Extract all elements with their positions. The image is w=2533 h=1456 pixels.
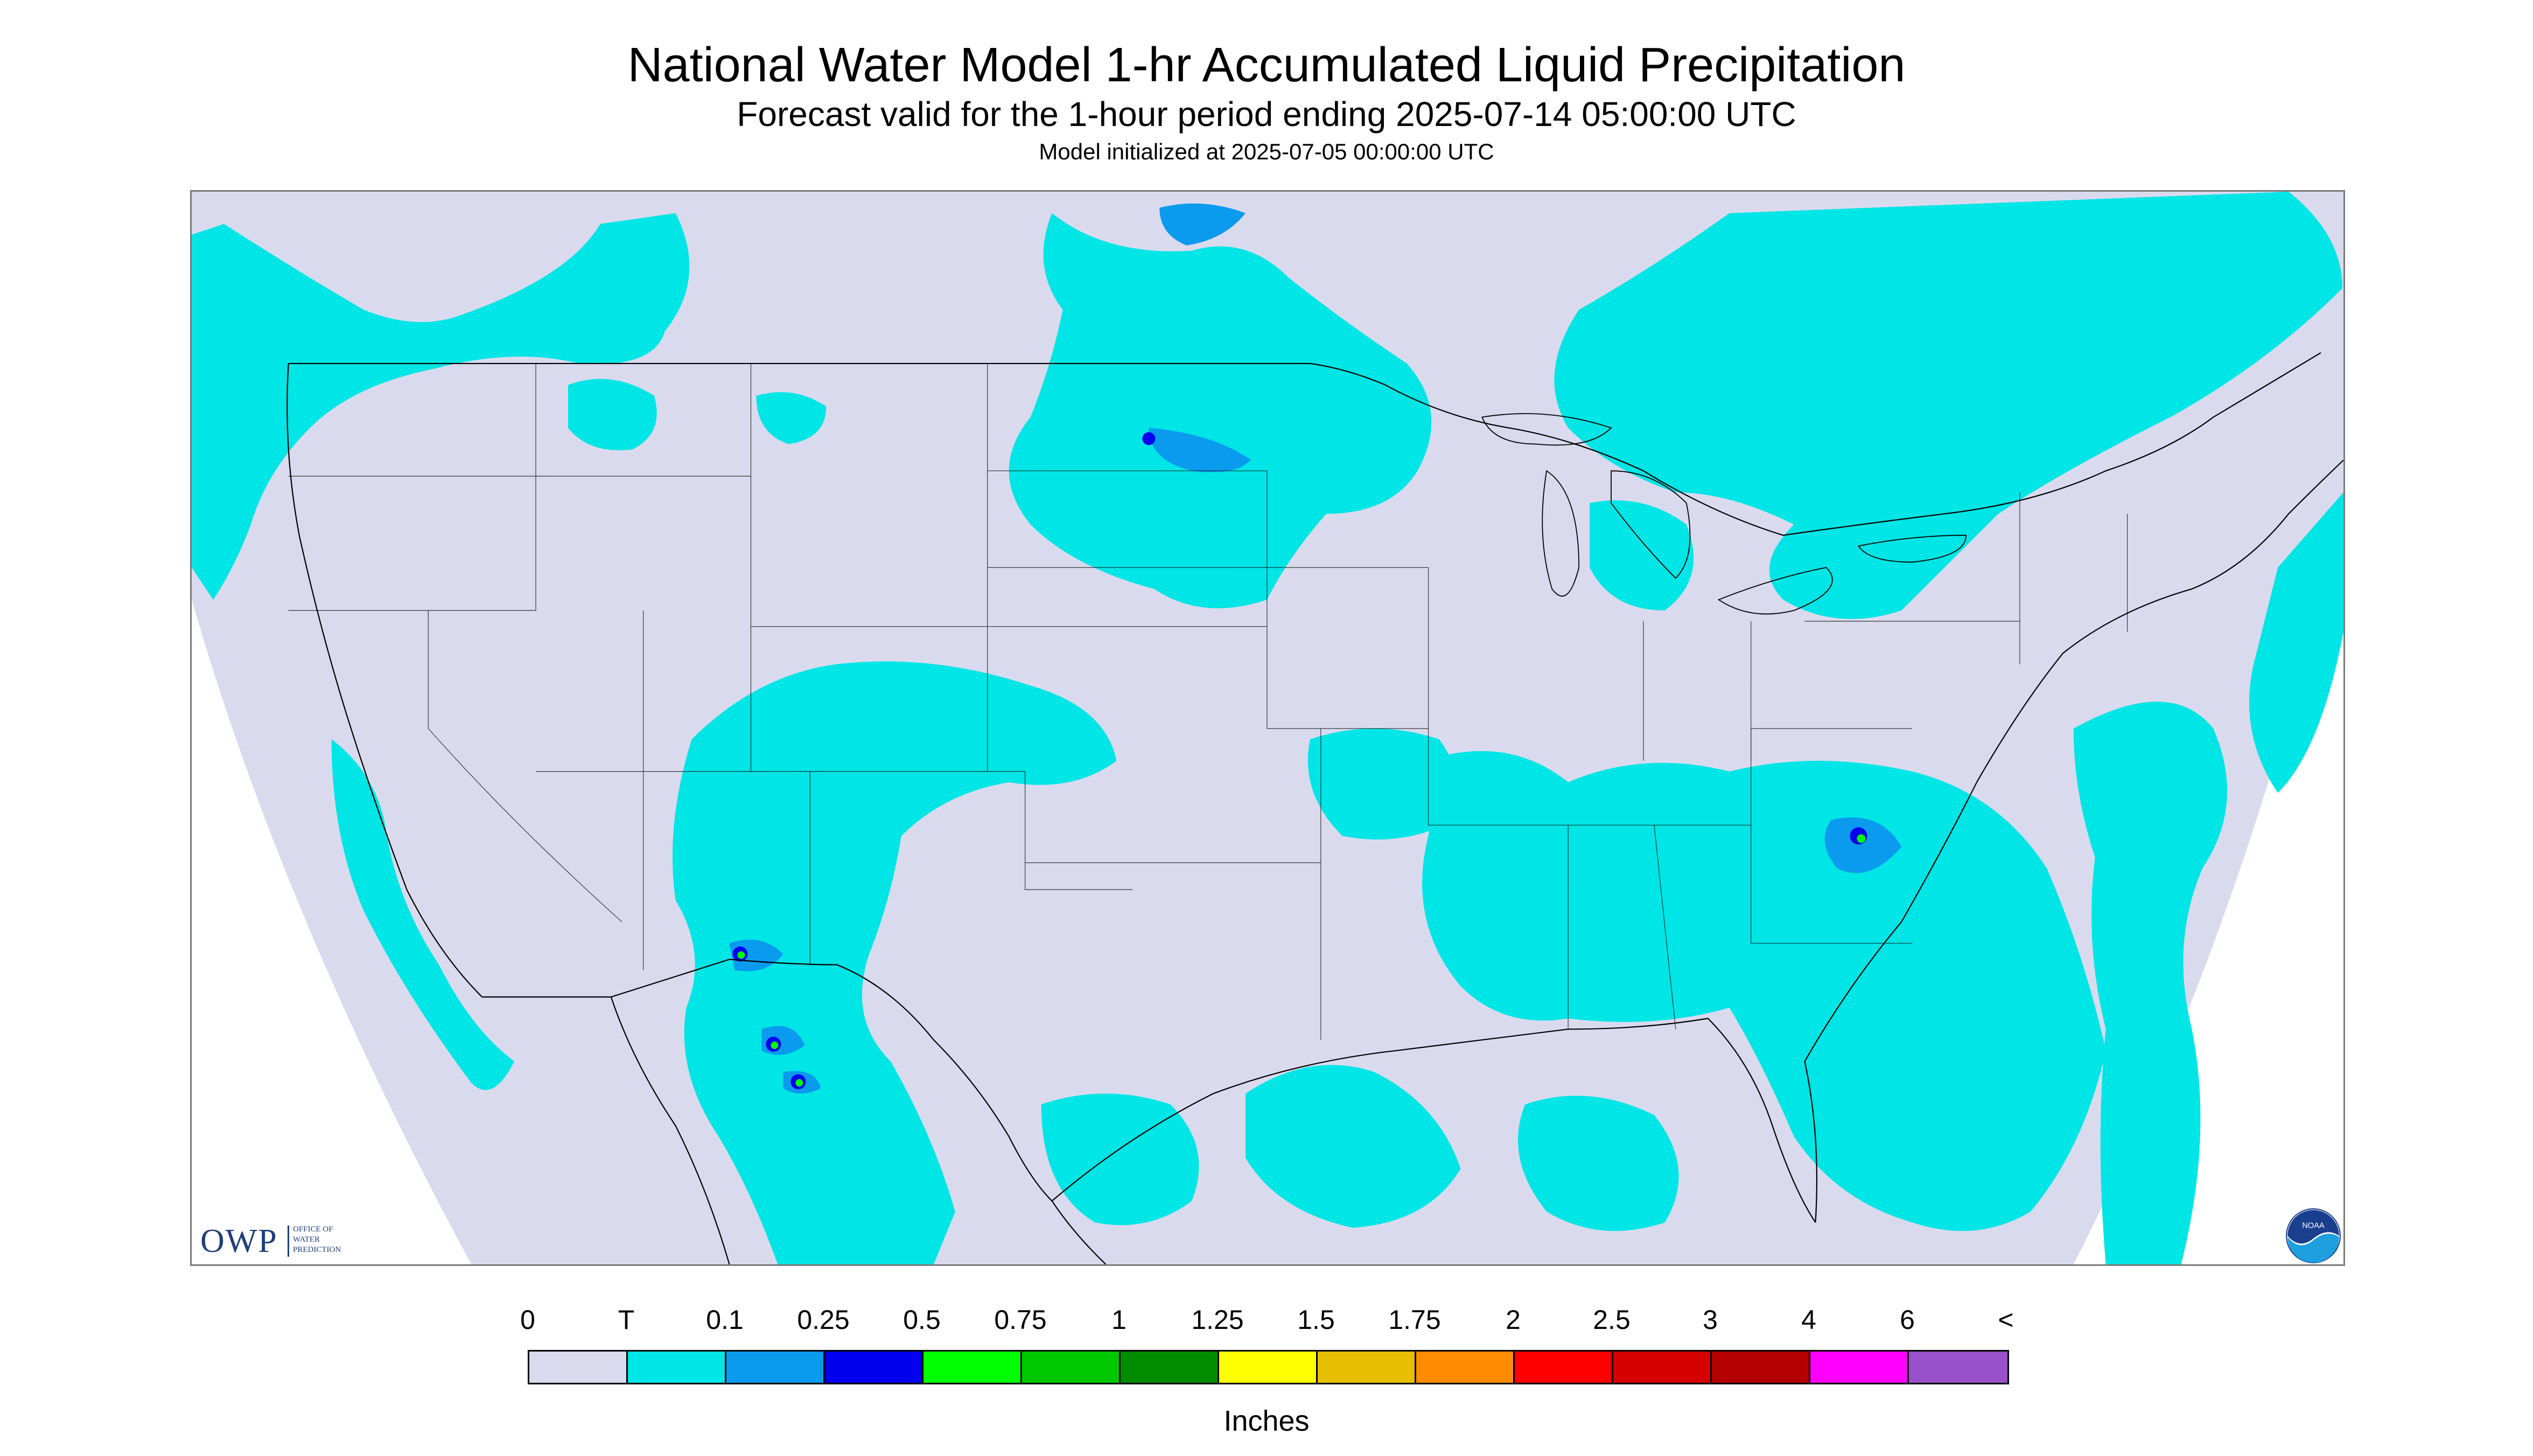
state-boundaries xyxy=(288,363,2128,1040)
precipitation-legend: 0 T 0.1 0.25 0.5 0.75 1 1.25 1.5 1.75 2 2.5 3 4 6 < Inc… xyxy=(0,1292,2533,1454)
legend-tick-label: 6 xyxy=(1900,1305,1915,1335)
model-init-time: Model initialized at 2025-07-05 00:00:00… xyxy=(1039,139,1494,164)
trace-precip-areas xyxy=(192,192,2343,1264)
legend-tick-label: 1.5 xyxy=(1297,1305,1335,1335)
precipitation-map[interactable] xyxy=(190,190,2345,1266)
legend-swatch xyxy=(1022,1352,1121,1383)
legend-tick-label: 0 xyxy=(520,1305,535,1335)
legend-swatch xyxy=(1909,1352,2007,1383)
legend-tick-label: 2 xyxy=(1506,1305,1521,1335)
legend-tick-label: T xyxy=(618,1305,635,1335)
owp-logo-text: OWP xyxy=(200,1223,278,1259)
noaa-logo-icon: NOAA xyxy=(2286,1208,2341,1263)
legend-swatch xyxy=(1318,1352,1416,1383)
legend-swatch xyxy=(628,1352,726,1383)
light-precip-areas xyxy=(729,203,1902,1094)
legend-tick-label: 2.5 xyxy=(1593,1305,1631,1335)
legend-unit-label: Inches xyxy=(1223,1405,1310,1437)
map-title: National Water Model 1-hr Accumulated Li… xyxy=(627,38,1906,92)
legend-tick-label: 4 xyxy=(1801,1305,1816,1335)
legend-swatch xyxy=(825,1352,923,1383)
legend-swatch xyxy=(1613,1352,1712,1383)
legend-swatch xyxy=(1219,1352,1318,1383)
legend-tick-label: 1 xyxy=(1111,1305,1126,1335)
map-subtitle: Forecast valid for the 1-hour period end… xyxy=(737,95,1796,134)
legend-colorbar xyxy=(528,1350,2009,1384)
legend-tick-label: 3 xyxy=(1703,1305,1718,1335)
legend-swatch xyxy=(1416,1352,1515,1383)
legend-tick-label: 1.75 xyxy=(1388,1305,1441,1335)
legend-tick-label: 0.1 xyxy=(706,1305,744,1335)
political-boundaries xyxy=(286,352,2343,1264)
legend-swatch xyxy=(1515,1352,1613,1383)
legend-tick-label: 0.25 xyxy=(797,1305,850,1335)
legend-swatch xyxy=(726,1352,825,1383)
legend-tick-label: 0.5 xyxy=(903,1305,941,1335)
legend-tick-label: < xyxy=(1998,1305,2014,1335)
heavy-precip-cells xyxy=(737,834,1866,1087)
legend-swatch xyxy=(923,1352,1022,1383)
legend-swatch xyxy=(1712,1352,1810,1383)
legend-swatch xyxy=(529,1352,628,1383)
legend-swatch xyxy=(1121,1352,1219,1383)
noaa-logo-text: NOAA xyxy=(2302,1221,2325,1230)
legend-tick-label: 0.75 xyxy=(994,1305,1047,1335)
legend-tick-label: 1.25 xyxy=(1191,1305,1244,1335)
great-lakes-outlines xyxy=(1481,413,1967,615)
legend-swatch xyxy=(1810,1352,1909,1383)
owp-logo-subtext: OFFICE OF WATER PREDICTION xyxy=(293,1225,341,1254)
owp-logo-divider xyxy=(288,1226,289,1257)
map-canvas xyxy=(192,192,2343,1264)
